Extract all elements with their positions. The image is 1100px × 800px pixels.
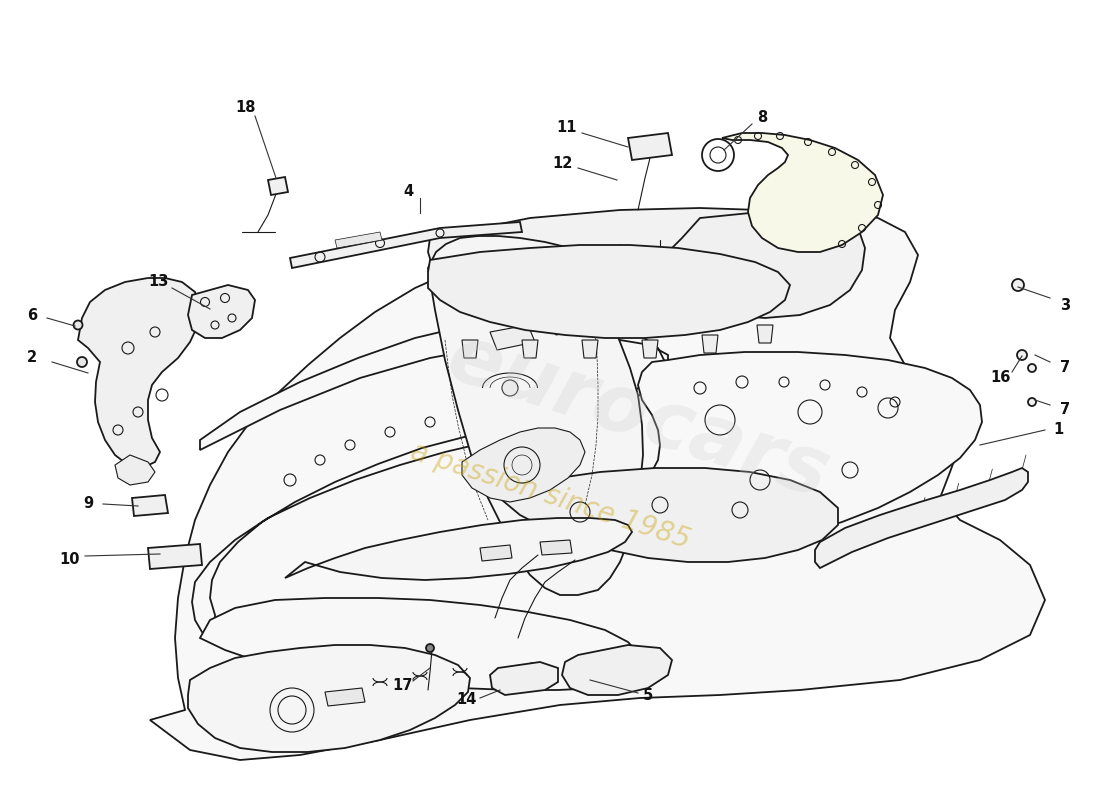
Polygon shape (490, 662, 558, 695)
Polygon shape (192, 320, 668, 638)
Polygon shape (815, 468, 1028, 568)
Text: 17: 17 (392, 678, 412, 693)
Text: 7: 7 (1060, 402, 1070, 418)
Polygon shape (540, 540, 572, 555)
Text: 6: 6 (26, 309, 37, 323)
Text: 12: 12 (553, 155, 573, 170)
Polygon shape (522, 340, 538, 358)
Polygon shape (658, 212, 865, 318)
Polygon shape (490, 468, 838, 562)
Text: a passion since 1985: a passion since 1985 (407, 438, 693, 554)
Polygon shape (200, 598, 640, 690)
Polygon shape (628, 133, 672, 160)
Polygon shape (562, 645, 672, 695)
Polygon shape (148, 544, 202, 569)
Text: 8: 8 (757, 110, 767, 126)
Polygon shape (116, 455, 155, 485)
Text: 9: 9 (82, 495, 94, 510)
Circle shape (74, 321, 82, 330)
Polygon shape (336, 232, 382, 248)
Text: 7: 7 (1060, 361, 1070, 375)
Polygon shape (702, 335, 718, 353)
Circle shape (1018, 350, 1027, 360)
Polygon shape (188, 285, 255, 338)
Text: 1: 1 (1053, 422, 1063, 438)
Text: 4: 4 (403, 185, 414, 199)
Polygon shape (490, 325, 535, 350)
Circle shape (1012, 279, 1024, 291)
Polygon shape (621, 352, 982, 555)
Circle shape (77, 357, 87, 367)
Circle shape (426, 644, 434, 652)
Polygon shape (132, 495, 168, 516)
Polygon shape (757, 325, 773, 343)
Text: 5: 5 (642, 687, 653, 702)
Text: 16: 16 (990, 370, 1010, 386)
Text: eurocars: eurocars (438, 318, 838, 514)
Polygon shape (324, 688, 365, 706)
Polygon shape (268, 177, 288, 195)
Polygon shape (722, 133, 883, 252)
Polygon shape (290, 222, 522, 268)
Polygon shape (550, 312, 594, 335)
Text: 13: 13 (147, 274, 168, 289)
Polygon shape (428, 208, 862, 298)
Circle shape (1028, 398, 1036, 406)
Polygon shape (582, 340, 598, 358)
Polygon shape (642, 340, 658, 358)
Circle shape (1028, 364, 1036, 372)
Text: 10: 10 (59, 553, 80, 567)
Polygon shape (462, 428, 585, 502)
Text: 18: 18 (235, 101, 256, 115)
Polygon shape (480, 545, 512, 561)
Text: 3: 3 (1060, 298, 1070, 313)
Polygon shape (150, 208, 1045, 760)
Text: 14: 14 (456, 693, 477, 707)
Polygon shape (462, 340, 478, 358)
Polygon shape (428, 236, 644, 595)
Polygon shape (188, 645, 470, 752)
Polygon shape (78, 278, 200, 468)
Polygon shape (428, 245, 790, 338)
Text: 2: 2 (26, 350, 37, 366)
Text: 11: 11 (557, 119, 578, 134)
Polygon shape (285, 518, 632, 580)
